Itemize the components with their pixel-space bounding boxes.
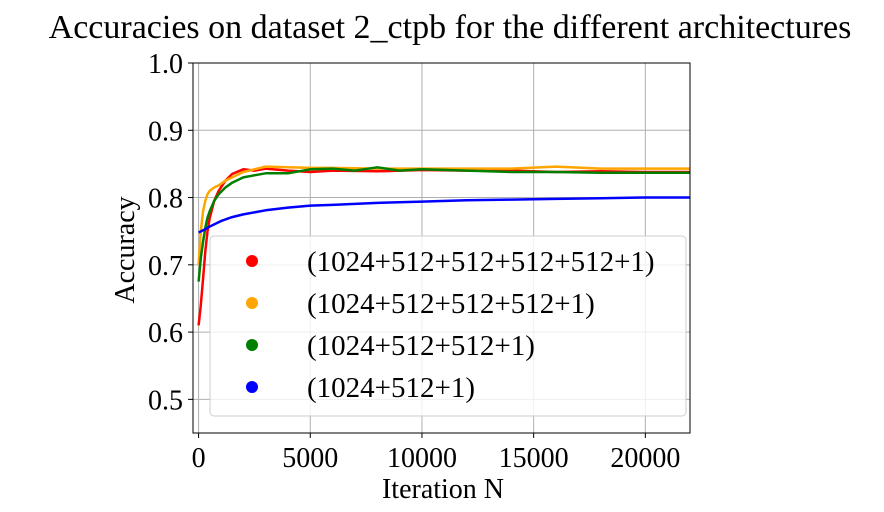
series-line-2 xyxy=(197,165,690,265)
y-tick-label: 0.5 xyxy=(148,385,183,416)
y-tick-label: 0.9 xyxy=(148,116,183,147)
x-tick-label: 20000 xyxy=(610,443,680,474)
legend-marker-3 xyxy=(246,339,258,351)
x-axis-label: Iteration N xyxy=(382,474,504,505)
x-tick-label: 0 xyxy=(192,443,206,474)
chart-title: Accuracies on dataset 2_ctpb for the dif… xyxy=(49,9,852,46)
legend-label-4: (1024+512+1) xyxy=(307,372,475,404)
axis-ticks: 0 5000 10000 15000 20000 0.5 0.6 0.7 0.8 0.9 1.0 xyxy=(148,49,680,474)
legend: (1024+512+512+512+512+1) (1024+512+512+51… xyxy=(209,235,687,417)
legend-marker-4 xyxy=(246,381,258,393)
y-axis-label: Accuracy xyxy=(110,196,141,303)
legend-label-2: (1024+512+512+512+1) xyxy=(307,288,595,320)
series-line-4 xyxy=(198,196,690,234)
legend-box xyxy=(209,235,687,417)
x-tick-label: 10000 xyxy=(387,443,457,474)
x-tick-label: 15000 xyxy=(499,443,569,474)
legend-marker-1 xyxy=(246,255,258,267)
plot-area-frame xyxy=(192,62,691,434)
x-tick-label: 5000 xyxy=(282,443,338,474)
legend-marker-2 xyxy=(246,297,258,309)
y-tick-label: 1.0 xyxy=(148,49,183,80)
y-tick-label: 0.7 xyxy=(148,251,183,282)
legend-label-3: (1024+512+512+1) xyxy=(307,330,535,362)
y-tick-label: 0.6 xyxy=(148,318,183,349)
y-tick-label: 0.8 xyxy=(148,184,183,215)
series-lines xyxy=(197,165,690,326)
legend-label-1: (1024+512+512+512+512+1) xyxy=(307,246,655,278)
series-line-3 xyxy=(197,166,690,282)
